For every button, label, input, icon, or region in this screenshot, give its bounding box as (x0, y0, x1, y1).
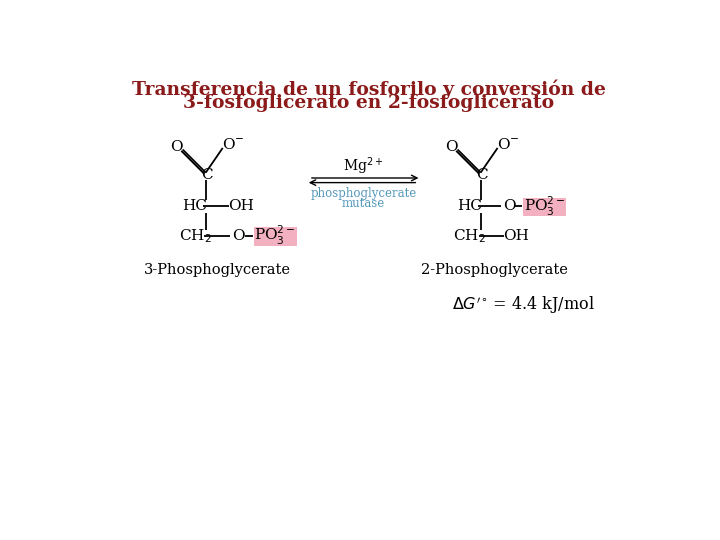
Text: PO$_{3}^{2-}$: PO$_{3}^{2-}$ (254, 224, 296, 247)
Text: O: O (170, 140, 183, 154)
Text: 2-Phosphoglycerate: 2-Phosphoglycerate (421, 264, 568, 278)
FancyBboxPatch shape (523, 198, 566, 217)
Text: mutase: mutase (342, 197, 385, 210)
Text: OH: OH (228, 199, 254, 213)
Text: O: O (503, 199, 516, 213)
Text: OH: OH (503, 229, 529, 243)
Text: 3-fosfoglicerato en 2-fosfoglicerato: 3-fosfoglicerato en 2-fosfoglicerato (184, 94, 554, 112)
Text: CH$_{2}$: CH$_{2}$ (454, 227, 486, 245)
Text: Mg$^{2+}$: Mg$^{2+}$ (343, 156, 384, 177)
Text: O: O (233, 229, 246, 243)
Text: C: C (202, 168, 213, 182)
FancyBboxPatch shape (253, 227, 297, 246)
Text: O$^{-}$: O$^{-}$ (497, 137, 520, 152)
Text: phosphoglycerate: phosphoglycerate (310, 187, 417, 200)
Text: PO$_{3}^{2-}$: PO$_{3}^{2-}$ (523, 195, 565, 218)
Text: CH$_{2}$: CH$_{2}$ (179, 227, 212, 245)
Text: $\Delta G'^{\circ}$ = 4.4 kJ/mol: $\Delta G'^{\circ}$ = 4.4 kJ/mol (451, 294, 595, 316)
Text: HC: HC (457, 199, 482, 213)
Text: O: O (445, 140, 458, 154)
Text: O$^{-}$: O$^{-}$ (222, 137, 245, 152)
Text: C: C (477, 168, 488, 182)
Text: 3-Phosphoglycerate: 3-Phosphoglycerate (144, 264, 291, 278)
Text: HC: HC (183, 199, 207, 213)
Text: Transferencia de un fosforilo y conversión de: Transferencia de un fosforilo y conversi… (132, 80, 606, 99)
